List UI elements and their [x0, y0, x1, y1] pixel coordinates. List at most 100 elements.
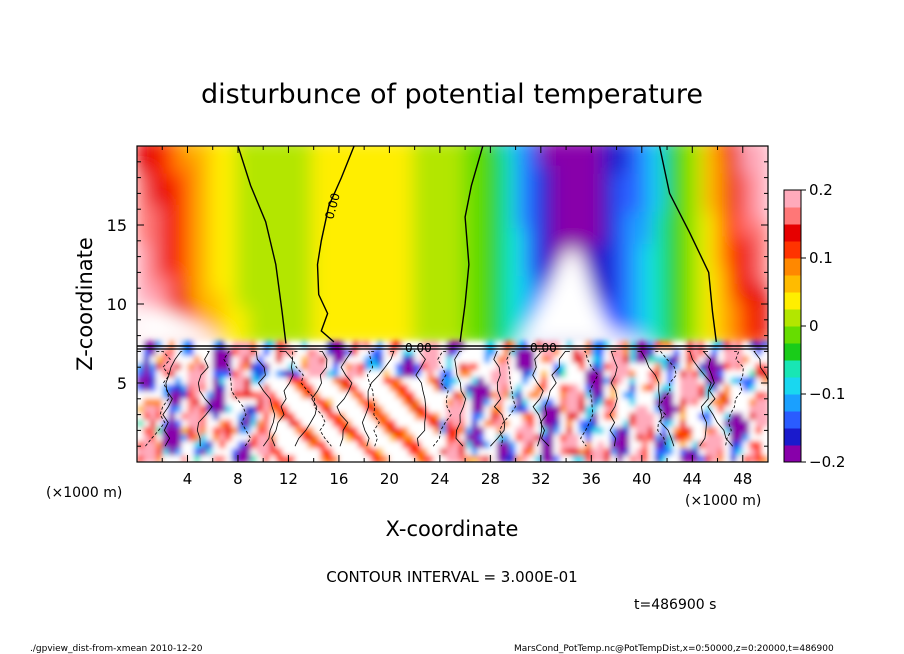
- field-cell: [155, 405, 163, 413]
- field-cell: [515, 447, 523, 456]
- field-cell: [439, 433, 447, 442]
- field-cell: [408, 440, 416, 449]
- field-cell: [538, 216, 556, 229]
- field-cell: [402, 355, 409, 364]
- field-cell: [235, 287, 253, 300]
- field-cell: [614, 185, 632, 197]
- field-cell: [349, 264, 367, 276]
- field-cell: [162, 405, 170, 413]
- field-cell: [690, 279, 707, 292]
- field-cell: [704, 412, 712, 420]
- field-cell: [155, 376, 163, 385]
- field-cell: [566, 341, 573, 349]
- field-cell: [496, 447, 504, 456]
- field-cell: [496, 355, 504, 364]
- field-cell: [702, 153, 720, 166]
- field-cell: [641, 412, 649, 420]
- field-cell: [299, 287, 316, 300]
- field-cell: [351, 440, 359, 449]
- field-cell: [420, 390, 428, 399]
- field-cell: [336, 177, 354, 190]
- field-cell: [559, 447, 567, 456]
- field-cell: [231, 383, 239, 392]
- field-cell: [412, 161, 430, 174]
- field-cell: [490, 419, 498, 428]
- field-cell: [500, 240, 518, 253]
- field-cell: [627, 271, 644, 284]
- field-cell: [740, 240, 758, 253]
- field-cell: [572, 355, 580, 364]
- field-cell: [458, 341, 466, 349]
- colorbar-swatch: [784, 394, 801, 412]
- field-cell: [223, 279, 240, 292]
- field-cell: [639, 327, 657, 340]
- field-cell: [332, 419, 340, 428]
- field-cell: [362, 185, 379, 197]
- field-cell: [673, 419, 681, 428]
- field-cell: [324, 177, 341, 190]
- field-cell: [578, 440, 586, 449]
- field-cell: [639, 232, 657, 245]
- field-cell: [235, 153, 253, 166]
- field-cell: [450, 311, 468, 324]
- field-cell: [237, 419, 245, 428]
- field-cell: [513, 153, 531, 166]
- contour-line: [336, 351, 353, 447]
- field-cell: [326, 341, 334, 349]
- field-cell: [614, 146, 632, 150]
- field-cell: [551, 256, 569, 269]
- field-cell: [307, 355, 315, 364]
- field-cell: [515, 412, 523, 420]
- field-cell: [357, 433, 365, 442]
- field-cell: [248, 279, 266, 292]
- field-cell: [172, 248, 190, 261]
- field-cell: [484, 348, 491, 356]
- field-cell: [275, 405, 283, 413]
- field-cell: [345, 447, 353, 456]
- field-cell: [198, 146, 215, 150]
- field-cell: [273, 295, 291, 308]
- field-cell: [585, 426, 592, 435]
- field-cell: [723, 362, 731, 371]
- field-cell: [160, 169, 177, 182]
- field-cell: [412, 208, 430, 221]
- field-cell: [677, 169, 695, 182]
- field-cell: [736, 405, 744, 413]
- field-cell: [400, 216, 417, 229]
- field-cell: [540, 440, 548, 449]
- field-cell: [576, 153, 594, 166]
- field-cell: [160, 177, 177, 190]
- field-cell: [235, 224, 253, 237]
- field-cell: [551, 240, 569, 253]
- field-cell: [351, 369, 359, 378]
- field-cell: [484, 405, 491, 413]
- field-cell: [614, 271, 632, 284]
- field-cell: [652, 248, 670, 261]
- field-cell: [324, 216, 341, 229]
- field-cell: [326, 362, 334, 371]
- field-cell: [477, 419, 485, 428]
- field-cell: [244, 390, 252, 399]
- field-cell: [603, 398, 611, 406]
- field-cell: [452, 376, 460, 385]
- field-cell: [475, 153, 493, 166]
- field-cell: [155, 419, 163, 428]
- field-cell: [677, 248, 695, 261]
- field-cell: [231, 412, 239, 420]
- field-cell: [307, 376, 315, 385]
- field-cell: [294, 362, 302, 371]
- field-cell: [147, 271, 165, 284]
- field-cell: [603, 433, 611, 442]
- field-cell: [420, 454, 428, 462]
- field-cell: [601, 216, 619, 229]
- field-cell: [408, 383, 416, 392]
- field-cell: [433, 369, 441, 378]
- field-cell: [627, 232, 644, 245]
- field-cell: [652, 224, 670, 237]
- field-cell: [412, 177, 430, 190]
- field-cell: [286, 169, 304, 182]
- field-cell: [566, 390, 573, 399]
- field-cell: [364, 341, 372, 349]
- field-cell: [147, 248, 165, 261]
- field-cell: [261, 319, 278, 332]
